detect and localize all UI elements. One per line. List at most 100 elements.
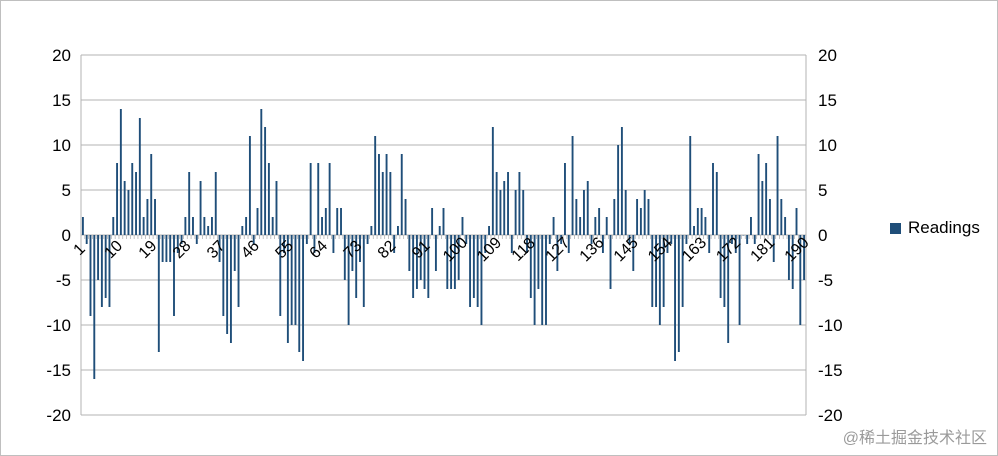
bar xyxy=(518,172,521,235)
bar xyxy=(556,235,559,271)
bar xyxy=(393,235,396,253)
x-tick-label: 82 xyxy=(375,237,400,262)
y-tick-label-right: 15 xyxy=(818,91,837,110)
bar xyxy=(552,217,555,235)
bar xyxy=(381,172,384,235)
y-tick-label-left: 0 xyxy=(62,226,71,245)
bar xyxy=(765,163,768,235)
bar xyxy=(476,235,479,307)
bar xyxy=(294,235,297,325)
legend-label: Readings xyxy=(908,218,980,237)
bar xyxy=(359,235,361,262)
bar xyxy=(108,235,111,307)
bar xyxy=(575,199,578,235)
bar xyxy=(207,226,210,235)
bar xyxy=(465,235,468,244)
y-tick-label-left: -10 xyxy=(46,316,71,335)
x-tick-label: 19 xyxy=(136,237,161,262)
x-tick-label: 55 xyxy=(272,237,297,262)
y-tick-label-left: -20 xyxy=(46,406,71,425)
bar xyxy=(636,199,639,235)
bar xyxy=(389,172,392,235)
bar xyxy=(560,235,563,244)
x-tick-label: 64 xyxy=(307,237,332,262)
bar xyxy=(241,226,244,235)
bar xyxy=(461,217,464,235)
bar xyxy=(590,235,593,244)
bar xyxy=(362,235,365,307)
bar xyxy=(719,235,722,298)
bar xyxy=(340,208,342,235)
bar xyxy=(776,136,779,235)
bar xyxy=(693,226,695,235)
bar xyxy=(685,235,688,244)
bar xyxy=(431,208,434,235)
bar xyxy=(150,154,153,235)
bar xyxy=(457,235,460,280)
bar xyxy=(135,172,137,235)
bar xyxy=(446,235,449,289)
bar xyxy=(784,217,787,235)
bar xyxy=(658,235,661,325)
bar xyxy=(142,217,145,235)
bar xyxy=(453,235,456,289)
bar xyxy=(605,217,608,235)
bar xyxy=(712,163,714,235)
bar xyxy=(655,235,658,307)
bar xyxy=(757,154,760,235)
bar xyxy=(195,235,198,244)
bar xyxy=(400,154,403,235)
bar xyxy=(252,235,255,244)
bar xyxy=(138,118,141,235)
bar xyxy=(609,235,612,289)
x-tick-label: 190 xyxy=(782,234,813,265)
bar xyxy=(222,235,225,316)
bar xyxy=(624,190,627,235)
bar xyxy=(157,235,160,352)
x-tick-label: 109 xyxy=(474,234,505,265)
bar xyxy=(423,235,426,289)
bar xyxy=(548,235,551,244)
bar xyxy=(772,235,775,262)
bars xyxy=(81,109,806,379)
y-tick-label-left: 10 xyxy=(52,136,71,155)
bar xyxy=(81,217,84,235)
bar xyxy=(408,235,411,271)
bar xyxy=(491,127,494,235)
bar xyxy=(723,235,726,307)
y-tick-label-right: 0 xyxy=(818,226,827,245)
bar xyxy=(628,235,631,244)
y-tick-label-right: -15 xyxy=(818,361,843,380)
bar xyxy=(734,235,737,253)
bar xyxy=(582,190,585,235)
bar xyxy=(355,235,358,298)
y-tick-label-left: -5 xyxy=(56,271,71,290)
bar xyxy=(112,217,115,235)
bar xyxy=(533,235,536,325)
x-tick-label: 145 xyxy=(611,234,642,265)
bar xyxy=(799,235,802,325)
watermark: @稀土掘金技术社区 xyxy=(842,430,987,447)
bar xyxy=(298,235,301,352)
bar xyxy=(742,235,745,236)
bar xyxy=(123,181,126,235)
bar xyxy=(537,235,540,289)
bar xyxy=(267,163,270,235)
bar xyxy=(632,235,635,271)
bar xyxy=(85,235,88,244)
bar xyxy=(347,235,350,325)
bar xyxy=(681,235,684,307)
bar xyxy=(746,235,749,244)
bar xyxy=(211,217,213,235)
bar xyxy=(378,154,380,235)
bar xyxy=(495,172,498,235)
y-tick-label-right: -10 xyxy=(818,316,843,335)
y-tick-label-right: 20 xyxy=(818,46,837,65)
bar xyxy=(541,235,544,325)
x-tick-label: 163 xyxy=(679,234,710,265)
bar xyxy=(336,208,339,235)
bar xyxy=(260,109,263,235)
bar xyxy=(522,190,525,235)
bar xyxy=(385,154,388,235)
